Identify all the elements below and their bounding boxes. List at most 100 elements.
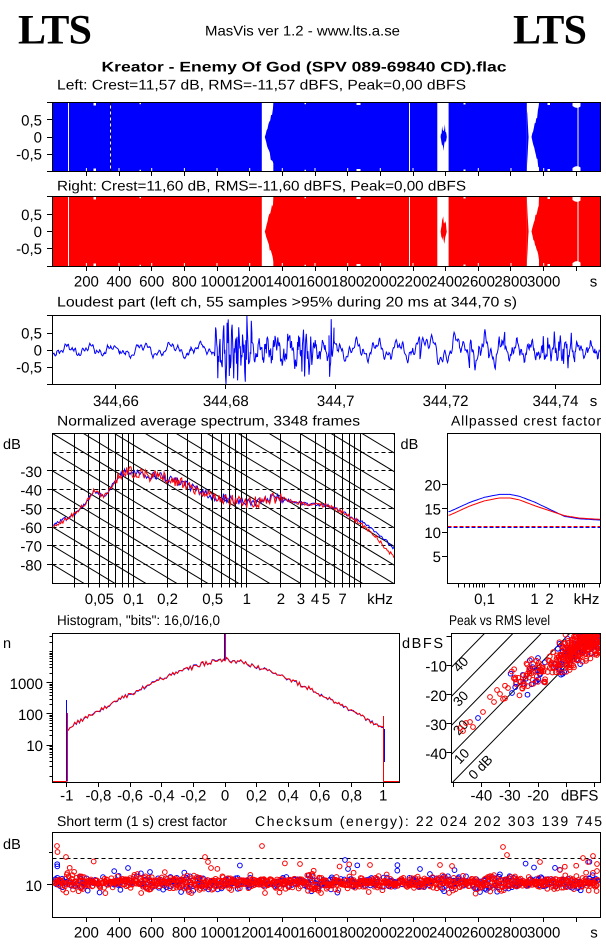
svg-text:600: 600 (139, 925, 164, 942)
svg-text:-20: -20 (425, 688, 447, 705)
svg-text:15: 15 (424, 501, 441, 518)
svg-text:100: 100 (18, 707, 43, 724)
svg-text:4: 4 (311, 591, 319, 608)
svg-text:-40: -40 (471, 788, 493, 805)
svg-text:2: 2 (545, 591, 553, 608)
svg-text:10: 10 (424, 525, 441, 542)
svg-text:40: 40 (450, 654, 471, 675)
svg-text:kHz: kHz (367, 591, 393, 608)
svg-text:Left: Crest=11,57 dB, RMS=-11,: Left: Crest=11,57 dB, RMS=-11,57 dBFS, P… (57, 77, 466, 93)
svg-text:-40: -40 (425, 746, 447, 763)
svg-text:344,72: 344,72 (423, 393, 469, 410)
svg-text:1000: 1000 (200, 273, 233, 290)
svg-text:-30: -30 (499, 788, 521, 805)
svg-text:1: 1 (379, 788, 387, 805)
svg-text:1000: 1000 (10, 676, 43, 693)
svg-text:Normalized average spectrum, 3: Normalized average spectrum, 3348 frames (57, 413, 360, 429)
svg-text:0,6: 0,6 (309, 788, 330, 805)
svg-text:0,2: 0,2 (246, 788, 267, 805)
svg-text:0: 0 (34, 224, 42, 241)
svg-text:2400: 2400 (429, 925, 462, 942)
svg-text:Peak vs RMS level: Peak vs RMS level (449, 612, 550, 628)
svg-text:1800: 1800 (331, 925, 364, 942)
svg-text:1000: 1000 (200, 925, 233, 942)
svg-text:Kreator - Enemy Of God (SPV 08: Kreator - Enemy Of God (SPV 089-69840 CD… (102, 59, 507, 75)
svg-text:1: 1 (530, 591, 538, 608)
svg-text:-0,4: -0,4 (149, 788, 175, 805)
svg-text:2600: 2600 (462, 273, 495, 290)
svg-text:2800: 2800 (494, 925, 527, 942)
svg-text:-80: -80 (20, 557, 42, 574)
svg-text:LTS: LTS (513, 8, 587, 54)
svg-text:10: 10 (451, 746, 472, 767)
svg-text:-10: -10 (425, 659, 447, 676)
svg-text:LTS: LTS (18, 8, 92, 54)
svg-text:1800: 1800 (331, 273, 364, 290)
svg-text:-50: -50 (20, 501, 42, 518)
svg-text:Histogram, "bits": 16,0/16,0: Histogram, "bits": 16,0/16,0 (57, 612, 220, 628)
svg-text:2200: 2200 (396, 273, 429, 290)
svg-text:600: 600 (139, 273, 164, 290)
svg-text:-0,5: -0,5 (16, 241, 42, 258)
svg-text:-0,6: -0,6 (117, 788, 143, 805)
svg-text:-20: -20 (527, 788, 549, 805)
svg-text:10: 10 (26, 738, 43, 755)
svg-text:n: n (3, 636, 11, 652)
svg-text:Allpassed crest factor: Allpassed crest factor (451, 413, 601, 429)
svg-text:400: 400 (106, 925, 131, 942)
svg-text:-1: -1 (60, 788, 73, 805)
svg-text:s: s (590, 393, 598, 410)
svg-text:0,5: 0,5 (202, 591, 223, 608)
svg-text:2200: 2200 (396, 925, 429, 942)
svg-text:-40: -40 (20, 483, 42, 500)
svg-text:1600: 1600 (298, 925, 331, 942)
svg-text:Short term (1 s) crest factor: Short term (1 s) crest factor (57, 813, 227, 829)
svg-text:-0,5: -0,5 (16, 360, 42, 377)
svg-text:dB: dB (3, 437, 21, 453)
svg-text:Loudest part (left ch, 55 sam: Loudest part (left ch, 55 samples >95% d… (57, 294, 517, 310)
svg-text:0,4: 0,4 (278, 788, 299, 805)
svg-text:5: 5 (433, 549, 441, 566)
svg-text:344,74: 344,74 (533, 393, 579, 410)
svg-text:2000: 2000 (364, 273, 397, 290)
svg-text:1200: 1200 (233, 925, 266, 942)
svg-text:Right: Crest=11,60 dB, RMS=-11: Right: Crest=11,60 dB, RMS=-11,60 dBFS, … (57, 178, 466, 194)
svg-text:0,5: 0,5 (21, 207, 42, 224)
svg-text:0: 0 (221, 788, 229, 805)
svg-text:5: 5 (322, 591, 330, 608)
svg-text:1600: 1600 (298, 273, 331, 290)
svg-text:7: 7 (338, 591, 346, 608)
svg-text:-0,2: -0,2 (180, 788, 206, 805)
svg-text:0,8: 0,8 (341, 788, 362, 805)
svg-text:3: 3 (297, 591, 305, 608)
svg-text:-70: -70 (20, 539, 42, 556)
svg-text:344,7: 344,7 (317, 393, 355, 410)
svg-text:MasVis ver 1.2 - www.lts.a.se: MasVis ver 1.2 - www.lts.a.se (205, 23, 400, 39)
svg-text:3000: 3000 (527, 273, 560, 290)
svg-text:3000: 3000 (527, 925, 560, 942)
svg-text:-30: -30 (425, 717, 447, 734)
svg-text:400: 400 (106, 273, 131, 290)
svg-text:200: 200 (74, 925, 99, 942)
svg-text:dBFS: dBFS (561, 788, 599, 805)
svg-text:kHz: kHz (574, 591, 600, 608)
svg-text:0,05: 0,05 (85, 591, 114, 608)
svg-text:0,5: 0,5 (21, 326, 42, 343)
svg-text:2400: 2400 (429, 273, 462, 290)
svg-text:344,66: 344,66 (93, 393, 139, 410)
svg-text:dB: dB (401, 437, 419, 453)
svg-text:dB: dB (3, 837, 21, 853)
svg-text:2800: 2800 (494, 273, 527, 290)
svg-text:2000: 2000 (364, 925, 397, 942)
svg-text:Checksum (energy): 22 024 202: Checksum (energy): 22 024 202 303 139 74… (255, 813, 602, 829)
svg-text:s: s (590, 273, 598, 290)
svg-text:800: 800 (172, 273, 197, 290)
svg-text:20: 20 (450, 717, 471, 738)
svg-text:800: 800 (172, 925, 197, 942)
svg-text:2600: 2600 (462, 925, 495, 942)
svg-text:-0,5: -0,5 (16, 147, 42, 164)
svg-text:0,1: 0,1 (474, 591, 495, 608)
svg-text:0: 0 (34, 343, 42, 360)
svg-text:1200: 1200 (233, 273, 266, 290)
svg-text:0,1: 0,1 (123, 591, 144, 608)
